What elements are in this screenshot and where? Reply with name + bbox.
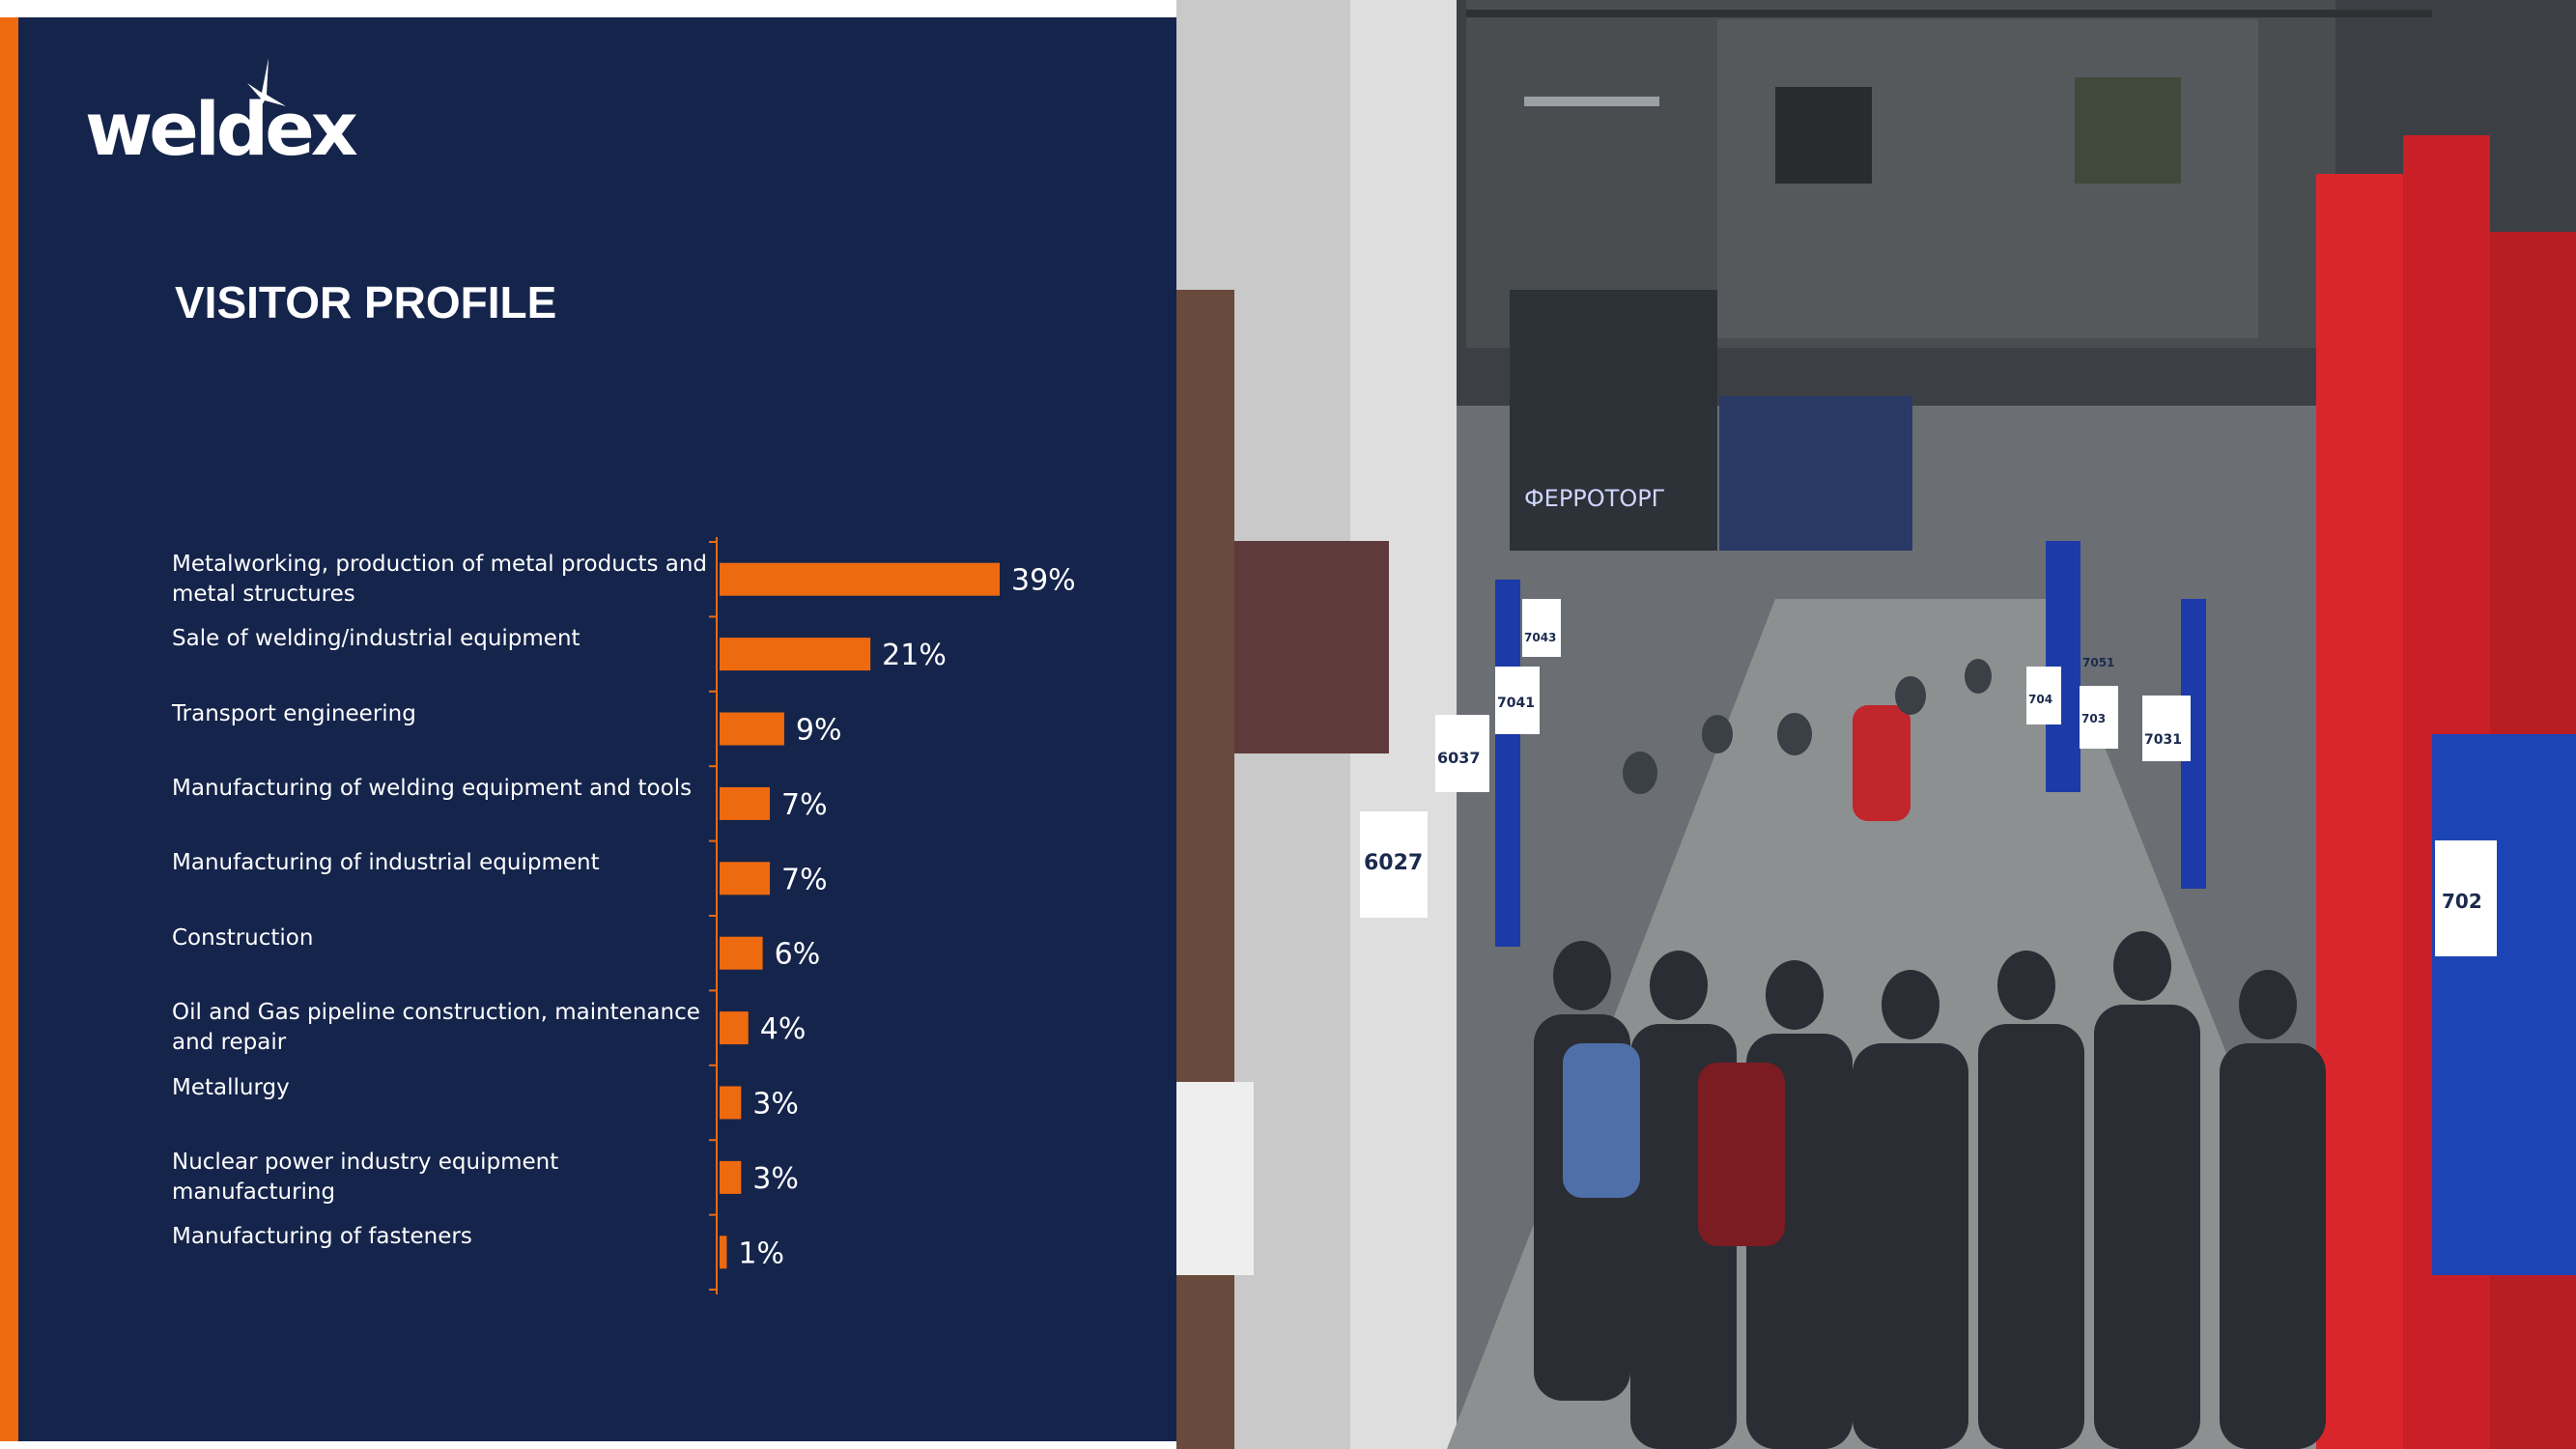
data-label: 3% — [752, 1088, 799, 1122]
bar — [720, 1160, 742, 1194]
bar — [720, 786, 771, 820]
bar — [720, 936, 763, 970]
logo-text: weldex — [85, 86, 358, 172]
category-label: Metalworking, production of metal produc… — [172, 551, 708, 607]
left-panel: weldex VISITOR PROFILE 39% 21% 9% 7% 7% 6% 4% 3… — [0, 17, 1176, 1441]
data-label: 39% — [1011, 564, 1076, 598]
bar — [720, 1011, 749, 1045]
booth-number: 7041 — [1497, 696, 1535, 711]
accent-bar — [0, 17, 18, 1441]
booth-number: 703 — [2081, 712, 2106, 725]
booth-number: 6037 — [1437, 749, 1481, 767]
weldex-logo: weldex — [85, 58, 365, 182]
data-label: 1% — [738, 1236, 784, 1270]
booth-number: 7051 — [2082, 656, 2114, 669]
category-label: Sale of welding/industrial equipment — [172, 626, 580, 652]
data-label: 21% — [882, 639, 947, 672]
visitor-profile-chart: 39% 21% 9% 7% 7% 6% 4% 3% 3% 1% — [709, 537, 1076, 1294]
page-title: VISITOR PROFILE — [175, 277, 557, 327]
booth-sign: ФЕРРОТОРГ — [1524, 485, 1665, 512]
booth-number: 702 — [2442, 890, 2482, 913]
category-label: Nuclear power industry equipment manufac… — [172, 1149, 559, 1205]
spark-icon — [247, 58, 286, 114]
category-label: Transport engineering — [172, 700, 416, 726]
category-label: Manufacturing of industrial equipment — [172, 850, 600, 876]
booth-number: 7043 — [1524, 631, 1556, 644]
bar — [720, 862, 771, 895]
data-label: 7% — [781, 863, 828, 896]
bar — [720, 638, 871, 671]
bar — [720, 1236, 727, 1269]
data-label: 9% — [796, 714, 842, 748]
booth-number: 6027 — [1364, 851, 1423, 875]
bar — [720, 562, 1000, 596]
exhibition-photo: ФЕРРОТОРГ — [1176, 0, 2576, 1449]
booth-number: 704 — [2028, 693, 2052, 706]
bar — [720, 1086, 742, 1120]
bar — [720, 712, 784, 746]
data-label: 7% — [781, 788, 828, 822]
category-label: Metallurgy — [172, 1074, 290, 1100]
booth-number: 7031 — [2144, 732, 2182, 748]
data-label: 6% — [775, 938, 821, 972]
data-label: 4% — [760, 1012, 807, 1046]
category-label: Manufacturing of fasteners — [172, 1224, 472, 1250]
data-label: 3% — [752, 1162, 799, 1196]
category-label: Manufacturing of welding equipment and t… — [172, 775, 693, 801]
category-label: Oil and Gas pipeline construction, maint… — [172, 1000, 700, 1056]
category-label: Construction — [172, 924, 314, 951]
